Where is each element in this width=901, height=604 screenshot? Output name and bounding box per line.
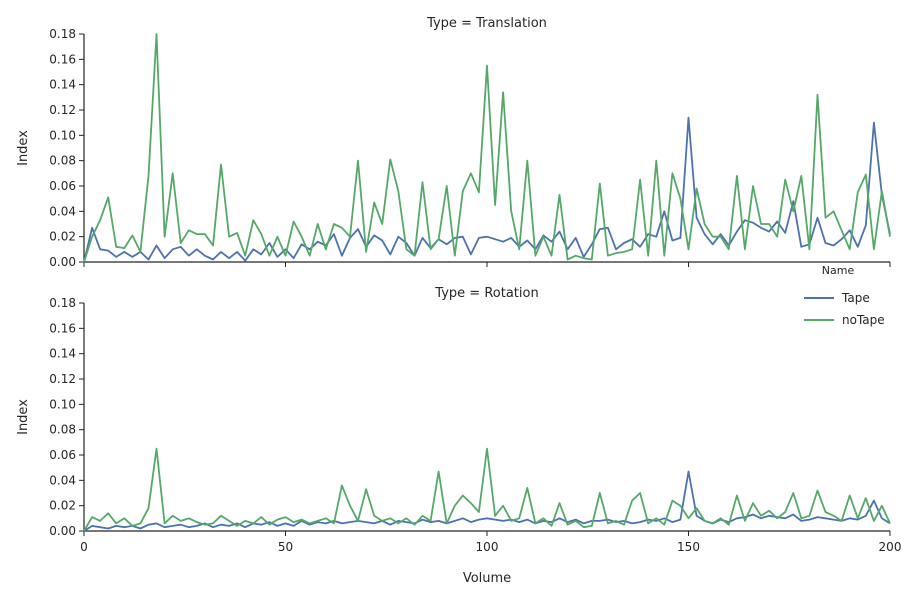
legend-title: Name <box>822 264 855 277</box>
y-tick-label: 0.08 <box>49 154 76 168</box>
y-tick-label: 0.00 <box>49 524 76 538</box>
y-tick-label: 0.04 <box>49 473 76 487</box>
y-tick-label: 0.10 <box>49 128 76 142</box>
y-tick-label: 0.06 <box>49 448 76 462</box>
legend: Name Tape noTape <box>804 264 885 327</box>
series-line-notape <box>83 33 891 263</box>
y-axis-label-top: Index <box>16 130 31 166</box>
x-tick-label: 200 <box>879 540 901 554</box>
panel-title-rotation: Type = Rotation <box>434 286 538 301</box>
y-tick-label: 0.16 <box>49 52 76 66</box>
panel-title-translation: Type = Translation <box>426 16 547 31</box>
x-tick-label: 0 <box>80 540 88 554</box>
y-tick-label: 0.10 <box>49 397 76 411</box>
y-tick-label: 0.02 <box>49 499 76 513</box>
y-tick-label: 0.12 <box>49 372 76 386</box>
y-tick-label: 0.00 <box>49 255 76 269</box>
y-tick-label: 0.08 <box>49 423 76 437</box>
y-axis-label-bottom: Index <box>16 399 31 435</box>
x-tick-label: 50 <box>278 540 293 554</box>
y-tick-label: 0.06 <box>49 179 76 193</box>
legend-label-tape: Tape <box>841 291 870 305</box>
x-axis-label: Volume <box>463 571 511 586</box>
y-tick-label: 0.14 <box>49 347 76 361</box>
series-line-tape <box>83 470 891 532</box>
series-line-notape <box>83 447 891 532</box>
y-tick-label: 0.18 <box>49 296 76 310</box>
x-tick-label: 100 <box>476 540 499 554</box>
x-tick-label: 150 <box>677 540 700 554</box>
series-line-tape <box>83 116 891 263</box>
y-tick-label: 0.02 <box>49 230 76 244</box>
y-tick-label: 0.04 <box>49 204 76 218</box>
y-tick-label: 0.16 <box>49 321 76 335</box>
y-tick-label: 0.12 <box>49 103 76 117</box>
y-tick-label: 0.18 <box>49 27 76 41</box>
legend-label-notape: noTape <box>842 313 885 327</box>
y-tick-label: 0.14 <box>49 78 76 92</box>
